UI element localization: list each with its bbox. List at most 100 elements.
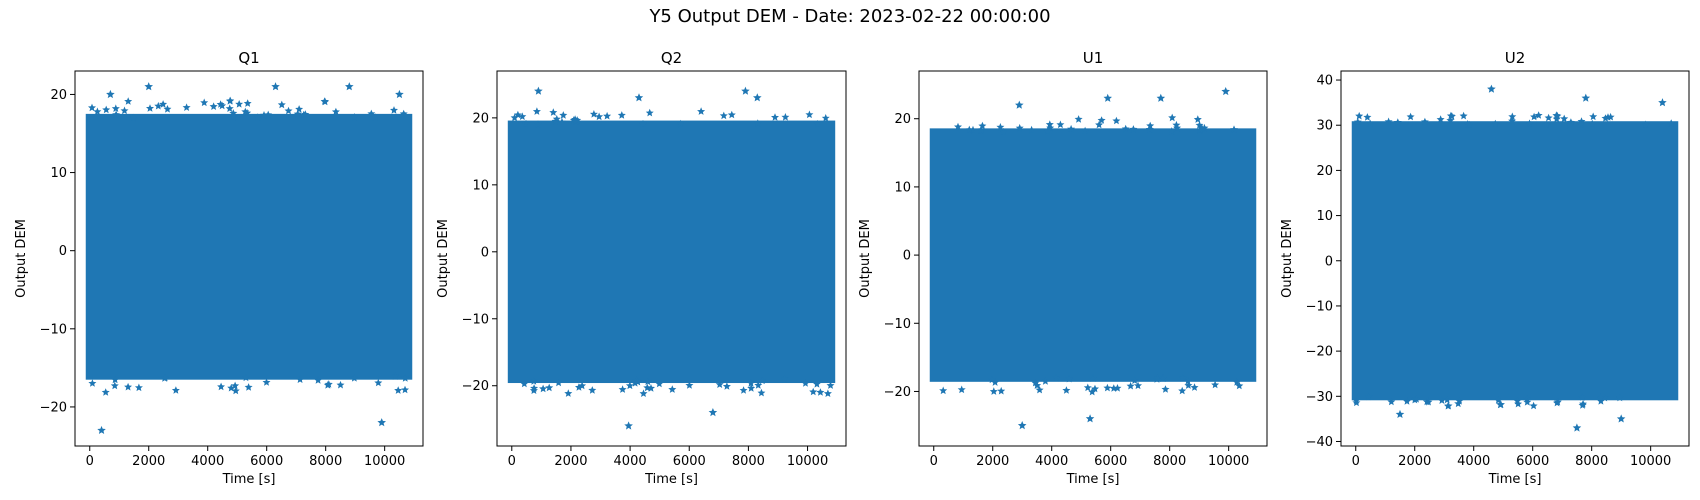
data-point	[171, 386, 180, 394]
panel-title: U1	[1083, 49, 1104, 67]
data-point	[589, 110, 598, 118]
y-tick-label: −10	[462, 312, 489, 327]
data-point	[595, 112, 604, 121]
data-point	[314, 376, 323, 384]
y-tick-label: 30	[1316, 119, 1333, 134]
data-point	[124, 382, 132, 391]
data-point	[217, 382, 225, 391]
data-point-extreme	[753, 93, 762, 102]
x-tick-label: 0	[508, 454, 516, 469]
data-point	[399, 109, 408, 118]
data-point-extreme	[1015, 100, 1024, 109]
data-point	[739, 386, 748, 394]
data-point	[633, 377, 642, 386]
y-tick-label: −20	[40, 400, 67, 415]
y-tick-label: −10	[40, 322, 67, 337]
data-point	[1596, 397, 1605, 405]
panel-title: Q1	[238, 49, 259, 67]
data-point	[394, 386, 403, 394]
data-band	[85, 113, 413, 380]
x-axis-label: Time [s]	[1488, 472, 1542, 487]
data-point	[1153, 373, 1162, 382]
data-point	[1103, 383, 1112, 392]
data-point	[1424, 397, 1433, 406]
chart-panel-q2: 0 2000 4000 6000 8000 10000 −20 −10 0 10 20 Q2 Time …	[436, 49, 847, 487]
x-tick-label: 6000	[1516, 454, 1549, 469]
data-point	[816, 388, 825, 396]
y-axis-label: Output DEM	[436, 219, 451, 298]
x-tick-label: 4000	[1457, 454, 1490, 469]
data-point	[1578, 393, 1587, 401]
figure-title: Y5 Output DEM - Date: 2023-02-22 00:00:0…	[649, 6, 1051, 27]
data-point	[603, 111, 612, 120]
data-point	[1553, 397, 1562, 406]
data-point	[1403, 397, 1411, 405]
y-tick-label: 10	[50, 166, 67, 181]
data-point	[697, 107, 706, 115]
data-point	[1577, 117, 1586, 125]
data-point	[754, 381, 763, 389]
data-point	[529, 377, 538, 385]
data-point	[1447, 112, 1456, 120]
data-point	[685, 381, 694, 389]
data-point	[1406, 112, 1415, 121]
data-point	[805, 110, 814, 119]
x-axis-label: Time [s]	[1066, 472, 1120, 487]
data-point	[225, 104, 234, 112]
data-point	[719, 111, 728, 120]
data-point	[559, 111, 568, 119]
data-point	[530, 384, 539, 392]
data-point-extreme	[1581, 93, 1591, 102]
data-point	[1146, 121, 1155, 130]
data-point	[575, 383, 583, 391]
y-tick-label: 0	[1325, 254, 1333, 269]
data-point	[1167, 127, 1176, 135]
data-point	[758, 376, 767, 385]
data-point	[1508, 112, 1517, 121]
data-point	[1089, 374, 1097, 382]
data-point	[200, 98, 209, 107]
data-point	[1579, 399, 1587, 408]
data-point	[532, 107, 541, 115]
y-tick-label: 20	[894, 112, 911, 127]
x-tick-label: 2000	[554, 454, 587, 469]
data-point	[182, 103, 191, 111]
data-point	[558, 117, 566, 126]
data-point	[1161, 385, 1170, 393]
data-point-extreme	[377, 418, 386, 427]
data-point	[999, 127, 1008, 136]
data-point	[996, 123, 1005, 131]
data-point	[1088, 387, 1097, 396]
data-point	[1514, 399, 1523, 408]
chart-panel-u2: 0 2000 4000 6000 8000 10000 −40 −30 −20 −10 0 10 20 3…	[1280, 49, 1690, 487]
data-point	[747, 379, 755, 387]
data-point	[617, 111, 626, 119]
data-point-extreme	[708, 408, 718, 417]
data-point	[253, 113, 262, 121]
data-point	[997, 386, 1006, 395]
data-point	[1041, 377, 1050, 385]
data-point	[1412, 395, 1421, 403]
data-point	[161, 373, 170, 382]
data-point	[1232, 378, 1241, 386]
data-point	[1529, 401, 1538, 410]
data-point	[668, 385, 677, 393]
data-point	[1363, 113, 1372, 121]
data-point	[390, 106, 398, 114]
data-point	[1443, 395, 1452, 404]
data-point	[781, 113, 790, 121]
data-point	[1589, 112, 1598, 121]
x-tick-label: 2000	[976, 454, 1009, 469]
data-point	[367, 109, 376, 118]
data-point	[809, 387, 818, 396]
data-point	[1436, 115, 1445, 123]
data-point	[1353, 117, 1362, 126]
y-tick-label: −10	[1306, 299, 1333, 314]
data-point	[1134, 381, 1142, 390]
data-point	[1200, 123, 1209, 132]
data-point	[120, 106, 129, 115]
data-point	[1525, 119, 1534, 127]
x-tick-label: 6000	[1094, 454, 1127, 469]
data-point	[1387, 397, 1396, 406]
data-point	[374, 378, 383, 387]
